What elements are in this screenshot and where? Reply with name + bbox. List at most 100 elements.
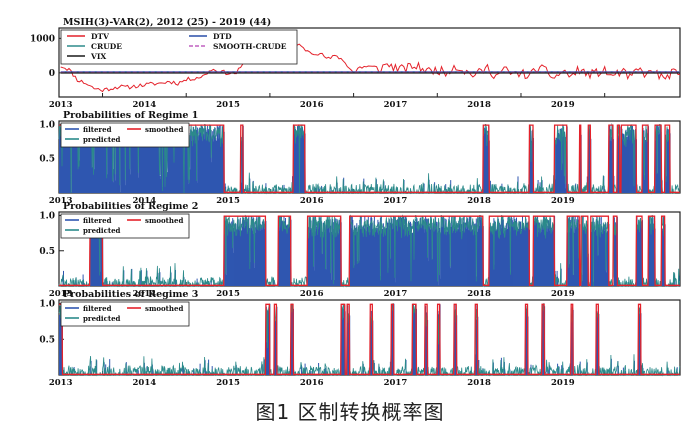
x-tick-label: 2017 [384,100,408,110]
x-tick-label: 2015 [216,289,240,299]
filtered-bar [210,281,212,286]
filtered-bar [512,223,514,286]
filtered-bar [225,186,227,193]
legend-label: predicted [83,135,121,144]
filtered-bar [582,215,584,286]
legend-label: predicted [83,314,121,323]
filtered-bar [310,371,312,375]
filtered-bar [256,227,258,286]
y-tick-label: 0.5 [39,247,55,257]
x-tick-label: 2016 [300,289,324,299]
filtered-bar [559,128,561,193]
filtered-bar [605,272,607,286]
chart-title: Probabilities of Regime 2 [63,201,198,212]
filtered-bar [652,217,654,286]
filtered-bar [199,363,201,375]
x-tick-label: 2018 [467,100,491,110]
filtered-bar [196,278,198,286]
filtered-bar [279,224,281,286]
figure-caption: 图1 区制转换概率图 [255,400,445,424]
filtered-bar [674,278,676,286]
x-tick-label: 2019 [551,100,575,110]
legend-box [60,29,298,65]
x-tick-label: 2013 [49,378,73,388]
x-tick-label: 2015 [216,100,240,110]
filtered-bar [139,277,141,286]
filtered-bar [301,365,302,375]
filtered-bar [93,222,95,286]
legend-label: predicted [83,226,121,235]
filtered-bar [93,169,95,193]
filtered-bar [318,187,320,193]
chart-title: Probabilities of Regime 3 [63,289,198,300]
y-tick-label: 0.5 [39,335,55,345]
legend-label: filtered [83,125,112,134]
x-tick-label: 2018 [467,196,491,206]
chart-panel-4: Probabilities of Regime 3 1.0 0.5 2013 2014 2… [39,289,681,388]
y-tick-label: 0 [49,69,55,79]
filtered-bar [163,125,165,193]
chart-title: MSIH(3)-VAR(2), 2012 (25) - 2019 (44) [63,17,271,28]
x-tick-label: 2014 [133,289,157,299]
x-tick-label: 2013 [49,196,73,206]
filtered-bar [283,184,285,193]
legend-label: VIX [90,52,106,61]
x-tick-label: 2018 [467,378,491,388]
filtered-bar [396,225,398,286]
x-tick-label: 2017 [384,289,408,299]
filtered-bar [489,180,491,193]
x-tick-label: 2017 [384,196,408,206]
filtered-bar [104,281,106,286]
filtered-bar [116,132,118,193]
filtered-bar [530,130,532,193]
filtered-bar [233,227,235,286]
legend-label: smoothed [145,304,183,313]
filtered-bar [326,222,328,286]
legend: DTV DTD CRUDE SMOOTH-CRUDE VIX [60,29,298,65]
filtered-bar [255,227,257,286]
x-tick-label: 2016 [300,100,324,110]
filtered-bar [419,219,421,286]
filtered-bar [303,136,304,193]
plot-area [60,39,681,93]
chart-title: Probabilities of Regime 1 [63,110,198,121]
filtered-bar [210,133,212,193]
y-tick-label: 1.0 [39,300,55,310]
filtered-bar [466,221,468,286]
smoothed-line [59,303,680,375]
x-tick-label: 2013 [49,100,73,110]
x-tick-label: 2014 [133,100,157,110]
smoothed-line [59,215,680,286]
filtered-bar [210,130,212,193]
filtered-bar [273,281,275,286]
legend: filtered smoothed predicted [60,213,190,239]
x-tick-label: 2014 [133,378,157,388]
y-tick-label: 1.0 [39,212,55,222]
filtered-bar [274,189,276,193]
regime-probability-figure: MSIH(3)-VAR(2), 2012 (25) - 2019 (44) 100… [30,17,681,388]
filtered-bar [109,359,111,375]
filtered-bar [137,370,139,375]
filtered-bar [667,368,669,375]
x-tick-label: 2018 [467,289,491,299]
legend-box [60,301,190,327]
filtered-bar [629,127,631,193]
y-tick-label: 0.5 [39,155,55,165]
legend-label: CRUDE [91,42,122,51]
plot-frame [58,27,681,98]
chart-panel-3: Probabilities of Regime 2 1.0 0.5 2013 2014 2… [39,201,681,299]
series-line [60,39,681,93]
x-tick-label: 2015 [216,378,240,388]
plot-area [58,302,681,377]
legend-label: filtered [83,304,112,313]
legend: filtered smoothed predicted [60,122,190,148]
filtered-bar [329,187,331,193]
x-tick-label: 2019 [551,196,575,206]
x-tick-label: 2017 [384,378,408,388]
plot-area [58,214,681,288]
legend-label: DTD [213,32,232,41]
filtered-bar [82,274,84,286]
x-tick-label: 2016 [300,196,324,206]
filtered-bar [443,219,445,286]
y-tick-label: 1.0 [39,120,55,130]
